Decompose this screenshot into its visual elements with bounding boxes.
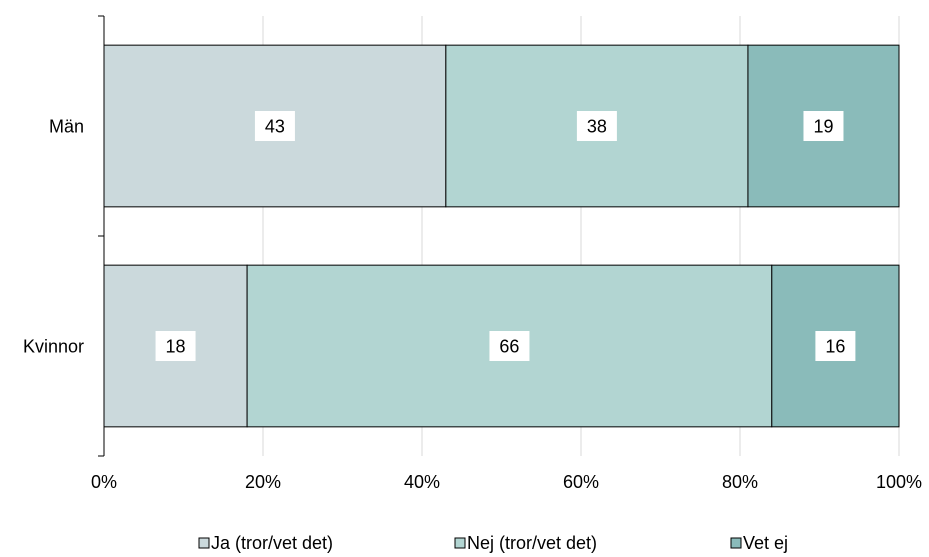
data-label-bg — [576, 111, 617, 141]
legend-label-nej-tror-vet-det: Nej (tror/vet det) — [467, 533, 597, 553]
data-label-man-nej-tror-vet-det: 38 — [587, 117, 607, 137]
x-tick-label-100: 100% — [876, 472, 922, 492]
legend-swatch-nej-tror-vet-det — [454, 537, 466, 549]
x-tick-label-0: 0% — [91, 472, 117, 492]
legend-swatch-vet-ej — [730, 537, 742, 549]
x-tick-label-80: 80% — [722, 472, 758, 492]
data-label-bg — [815, 331, 856, 361]
data-label-kvinnor-nej-tror-vet-det: 66 — [499, 337, 519, 357]
data-label-kvinnor-ja-tror-vet-det: 18 — [166, 337, 186, 357]
data-label-man-vet-ej: 19 — [813, 117, 833, 137]
data-label-bg — [254, 111, 295, 141]
x-tick-label-60: 60% — [563, 472, 599, 492]
data-label-man-ja-tror-vet-det: 43 — [265, 117, 285, 137]
legend-label-vet-ej: Vet ej — [743, 533, 788, 553]
x-tick-label-20: 20% — [245, 472, 281, 492]
x-tick-label-40: 40% — [404, 472, 440, 492]
data-label-bg — [155, 331, 196, 361]
legend: Ja (tror/vet det) Nej (tror/vet det) Vet e… — [198, 533, 788, 553]
category-label-kvinnor: Kvinnor — [23, 337, 84, 357]
data-label-kvinnor-vet-ej: 16 — [825, 337, 845, 357]
legend-swatch-ja-tror-vet-det — [198, 537, 210, 549]
data-label-bg — [803, 111, 844, 141]
category-label-man: Män — [49, 117, 84, 137]
legend-label-ja-tror-vet-det: Ja (tror/vet det) — [211, 533, 333, 553]
axes: 0% 20% 40% 60% 80% 100% Män Kvinnor — [23, 15, 922, 492]
data-label-bg — [489, 331, 530, 361]
bars: 43 38 19 18 66 16 — [103, 44, 900, 428]
